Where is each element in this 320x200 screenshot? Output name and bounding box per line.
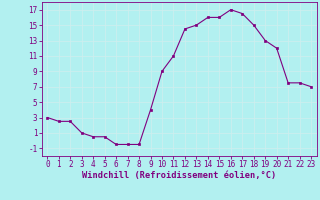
X-axis label: Windchill (Refroidissement éolien,°C): Windchill (Refroidissement éolien,°C) (82, 171, 276, 180)
